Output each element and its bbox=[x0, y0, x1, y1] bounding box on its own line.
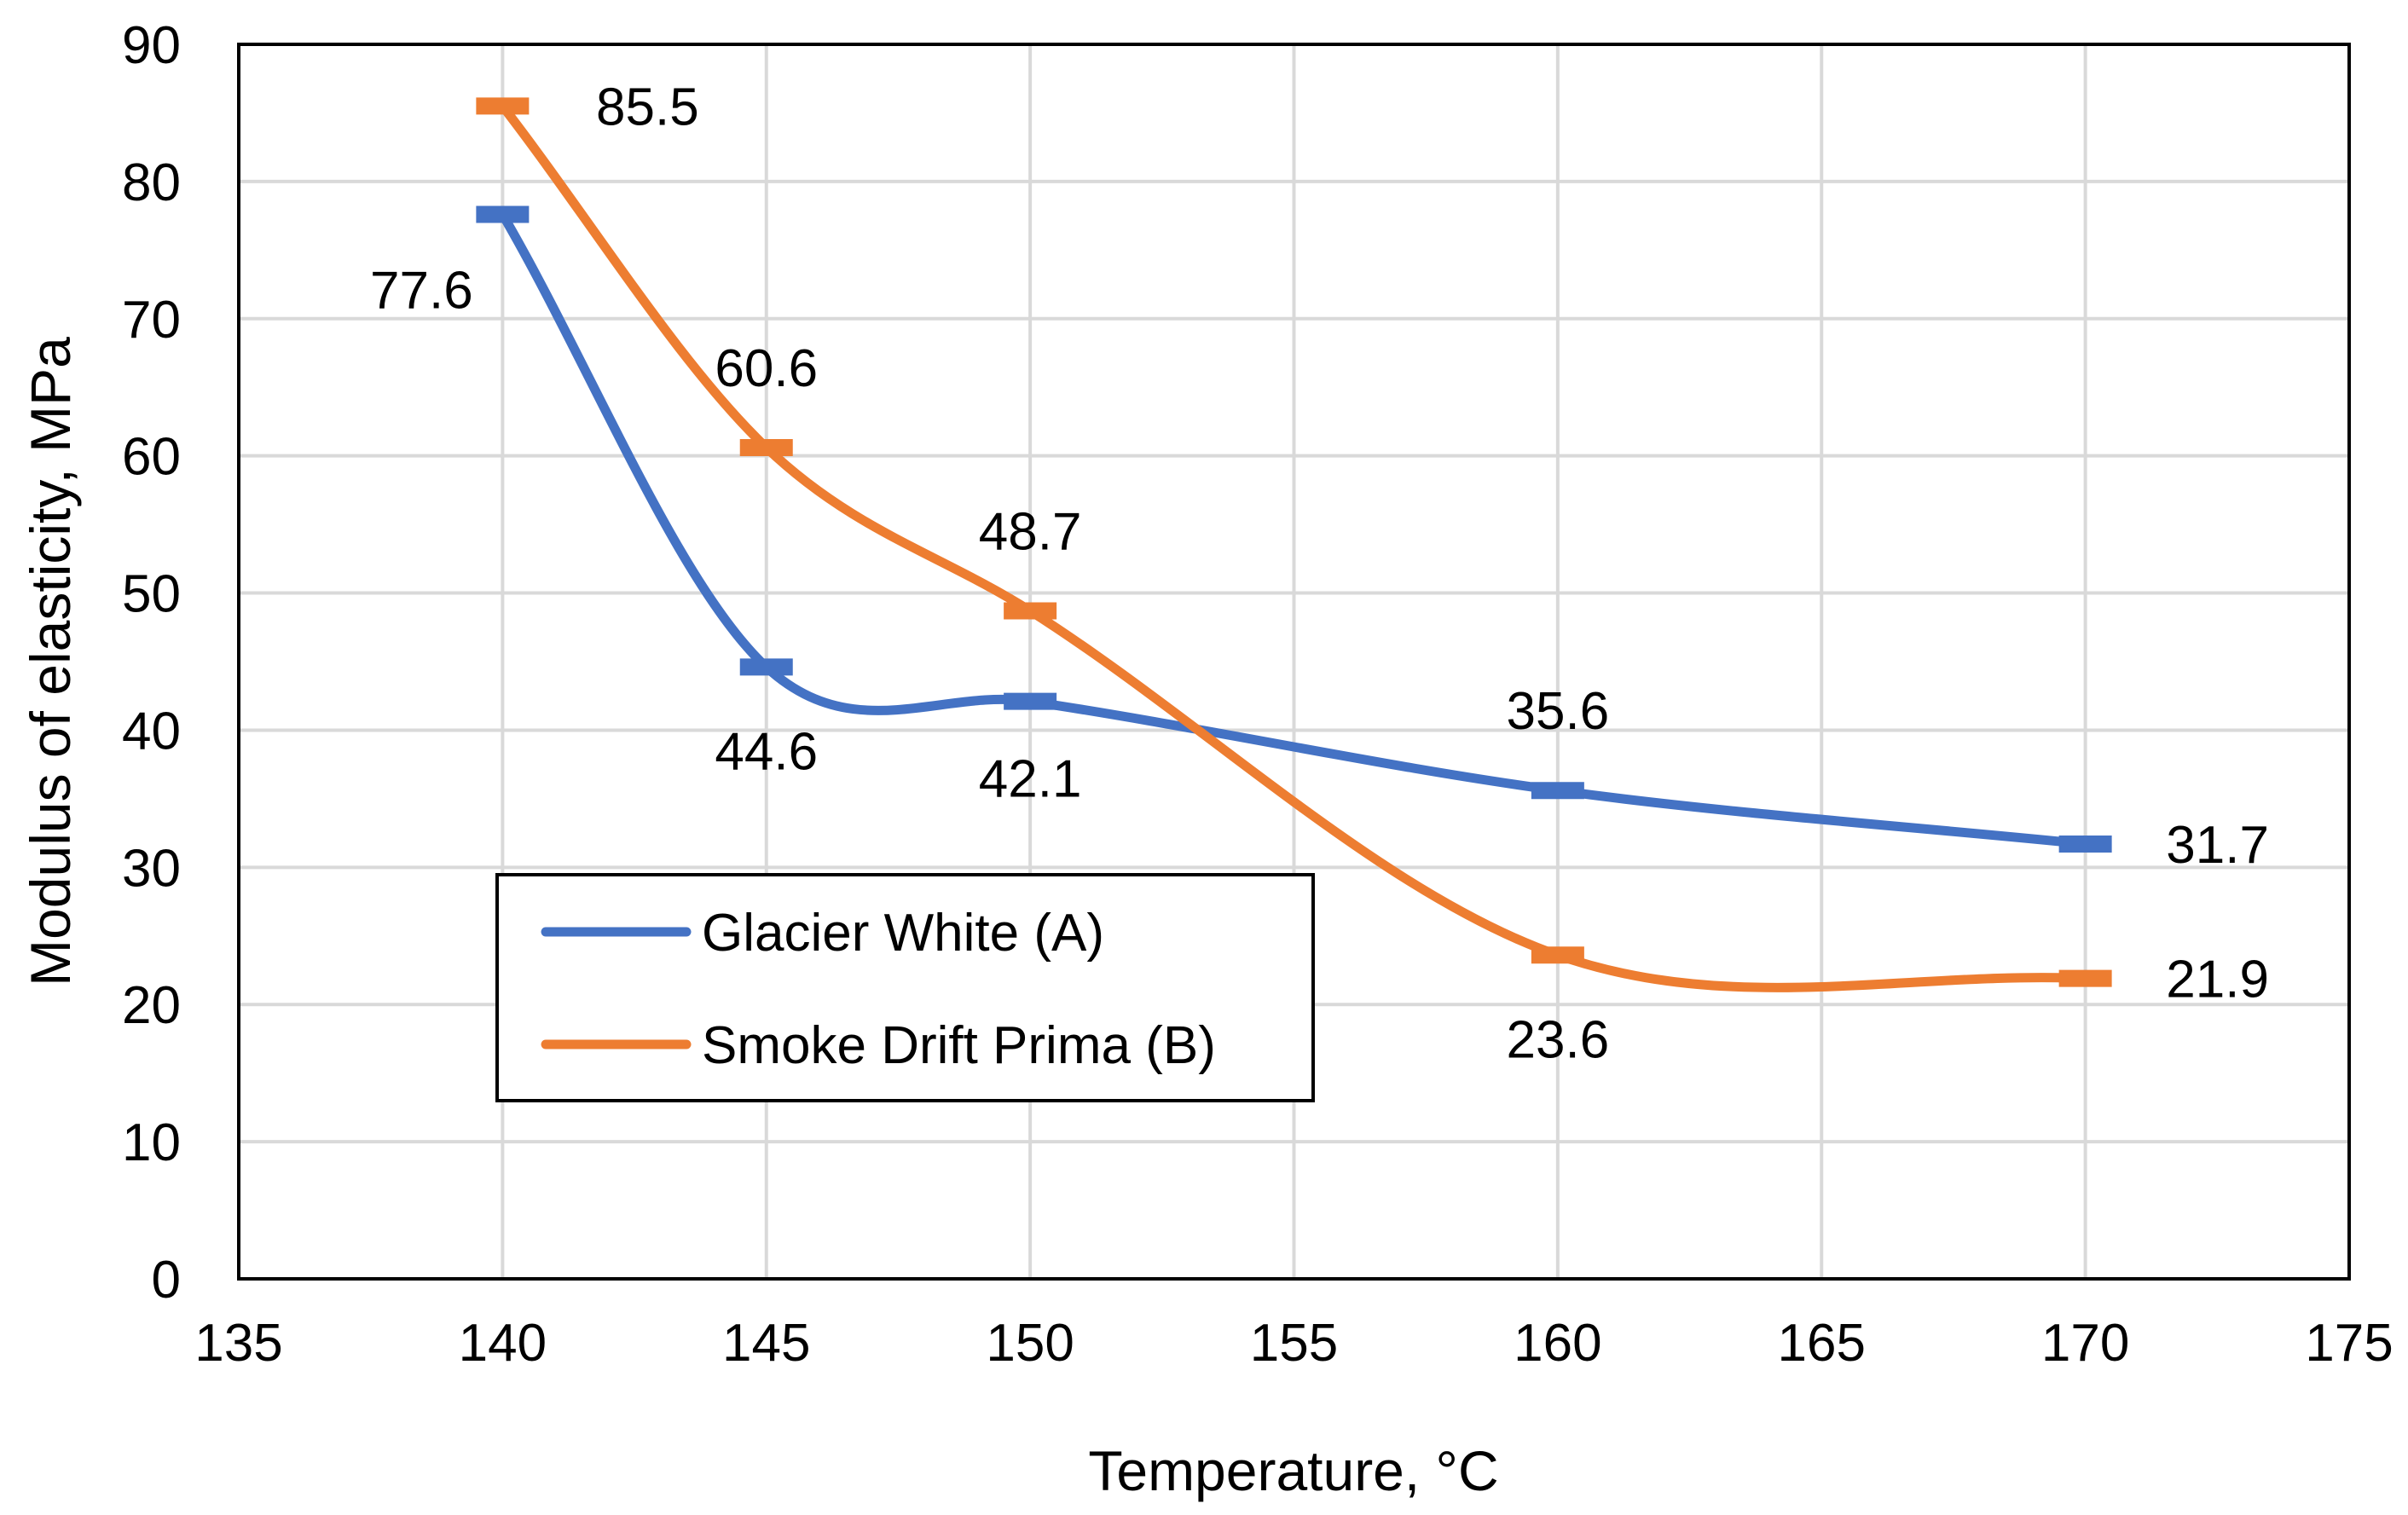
plot-area-border bbox=[237, 43, 2351, 1281]
x-tick-label: 140 bbox=[459, 1314, 547, 1373]
x-tick-label: 165 bbox=[1778, 1314, 1866, 1373]
legend: Glacier White (A) Smoke Drift Prima (B) bbox=[495, 873, 1315, 1102]
grid bbox=[239, 44, 2349, 1279]
data-label: 48.7 bbox=[979, 502, 1082, 561]
y-tick-label: 90 bbox=[122, 16, 181, 75]
y-axis-title: Modulus of elasticity, MPa bbox=[19, 337, 82, 986]
x-tick-label: 155 bbox=[1250, 1314, 1338, 1373]
data-label: 31.7 bbox=[2166, 816, 2269, 875]
x-tick-label: 175 bbox=[2305, 1314, 2393, 1373]
y-tick-label: 70 bbox=[122, 291, 181, 350]
series-line-smoke-drift-prima bbox=[497, 101, 2091, 992]
y-tick-label: 20 bbox=[122, 976, 181, 1035]
series-layer bbox=[476, 97, 2112, 992]
tick-labels: 0 10 20 30 40 50 60 70 80 90 135 140 145 150 155 160 165… bbox=[122, 16, 2394, 1373]
x-tick-label: 145 bbox=[722, 1314, 810, 1373]
data-label: 44.6 bbox=[715, 722, 818, 781]
y-tick-label: 40 bbox=[122, 702, 181, 760]
data-label: 60.6 bbox=[715, 339, 818, 398]
legend-label-glacier-white: Glacier White (A) bbox=[702, 904, 1104, 963]
y-tick-label: 10 bbox=[122, 1113, 181, 1172]
x-axis-title: Temperature, °C bbox=[1088, 1439, 1498, 1502]
data-labels: 77.6 44.6 42.1 35.6 31.7 85.5 60.6 48.7 23.6 21.9 bbox=[370, 78, 2269, 1069]
legend-label-smoke-drift-prima: Smoke Drift Prima (B) bbox=[702, 1016, 1216, 1075]
x-tick-label: 150 bbox=[986, 1314, 1074, 1373]
y-tick-label: 30 bbox=[122, 839, 181, 898]
data-label: 23.6 bbox=[1507, 1010, 1610, 1069]
data-label: 85.5 bbox=[596, 78, 699, 136]
x-tick-label: 170 bbox=[2041, 1314, 2129, 1373]
data-label: 21.9 bbox=[2166, 951, 2269, 1009]
x-tick-label: 135 bbox=[194, 1314, 282, 1373]
y-tick-label: 50 bbox=[122, 565, 181, 624]
data-label: 35.6 bbox=[1507, 682, 1610, 741]
y-tick-label: 80 bbox=[122, 153, 181, 212]
x-tick-label: 160 bbox=[1514, 1314, 1601, 1373]
y-tick-label: 60 bbox=[122, 428, 181, 487]
data-label: 77.6 bbox=[370, 262, 473, 321]
legend-box bbox=[495, 873, 1315, 1102]
series-line-glacier-white bbox=[497, 210, 2091, 849]
data-label: 42.1 bbox=[979, 750, 1082, 809]
y-tick-label: 0 bbox=[152, 1251, 181, 1310]
